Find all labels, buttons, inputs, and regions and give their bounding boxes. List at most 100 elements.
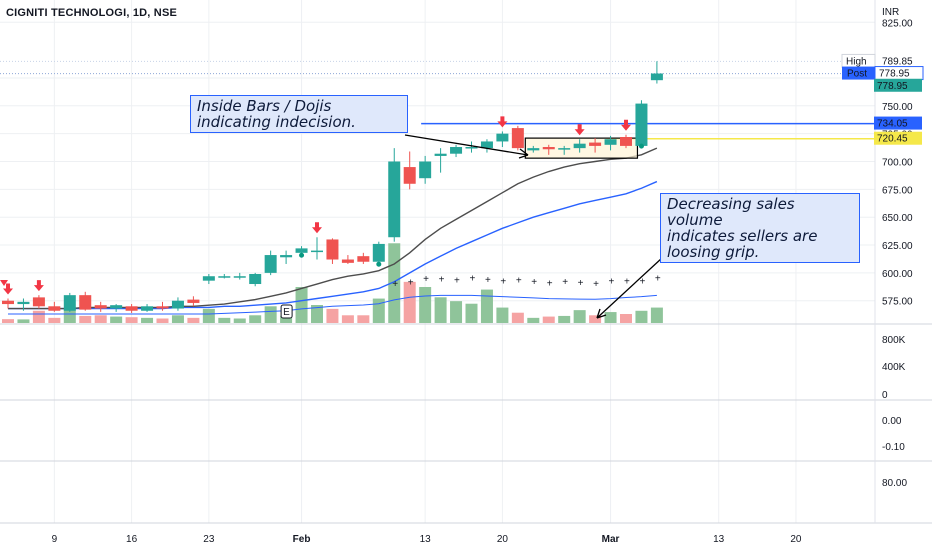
candle-body[interactable] [156,306,169,309]
last-price-tag-bg [874,78,922,92]
candle-body[interactable] [573,143,586,149]
volume-bar [110,316,123,323]
candle-body[interactable] [110,305,123,309]
volume-tick-label: 400K [882,362,906,373]
sell-signal-arrow-icon [33,280,44,292]
buy-signal-dot-icon [376,261,382,267]
candle-body[interactable] [650,73,663,81]
sell-signal-arrow-icon [497,116,508,128]
candle-body[interactable] [434,153,447,156]
volume-signal-marker: + [439,274,445,285]
volume-signal-marker: + [624,277,630,288]
volume-signal-marker: + [516,275,522,286]
volume-signal-marker: + [485,275,491,286]
price-tick-label: 825.00 [882,18,913,29]
candle-body[interactable] [465,147,478,149]
volume-bar [527,317,540,323]
post-value: 778.95 [879,69,910,80]
candle-body[interactable] [2,300,14,305]
candle-body[interactable] [171,300,184,309]
yellow-level-tag-bg [874,131,922,145]
time-tick-label: Feb [293,534,311,545]
candle-body[interactable] [48,306,61,311]
oscillator-tick-label: 80.00 [882,478,907,489]
post-label-box [842,66,875,80]
buy-signal-dot-icon [638,143,644,149]
candle-body[interactable] [388,161,401,238]
volume-signal-marker: + [408,277,414,288]
volume-bar [589,315,602,323]
volume-bar [63,308,76,323]
volume-bar [264,306,277,323]
price-tick-label: 650.00 [882,213,913,224]
yellow-level-tag: 720.45 [877,134,908,145]
time-tick-label: 13 [420,534,432,545]
candle-body[interactable] [280,255,293,258]
volume-bar [187,317,200,323]
volume-bar [635,310,648,323]
candle-body[interactable] [604,139,617,145]
candle-body[interactable] [32,297,45,307]
sell-signal-arrow-icon [312,222,322,234]
candle-body[interactable] [357,256,370,262]
annotation-indecision-line1: Inside Bars / Dojis [197,97,332,115]
candle-body[interactable] [480,141,493,149]
volume-bar [171,315,184,323]
candle-body[interactable] [63,295,76,311]
candle-body[interactable] [620,136,632,146]
candle-body[interactable] [94,305,107,309]
volume-bar [156,318,169,323]
candle-body[interactable] [589,142,602,146]
candle-body[interactable] [558,148,571,150]
blue-level-tag: 734.05 [877,119,908,130]
candle-body[interactable] [496,133,509,142]
candle-body[interactable] [311,250,323,253]
candle-body[interactable] [79,295,92,310]
volume-bar [542,316,555,323]
candle-body[interactable] [403,167,416,184]
candle-body[interactable] [511,128,524,149]
candle-body[interactable] [141,306,154,311]
price-tick-label: 750.00 [882,102,913,113]
volume-bar [280,315,293,323]
annotation-indecision[interactable]: Inside Bars / Dojis indicating indecisio… [190,95,408,133]
candle-body[interactable] [249,273,262,285]
volume-bar [94,315,107,323]
time-tick-label: 20 [790,534,802,545]
volume-bar [620,314,632,323]
candle-body[interactable] [264,255,277,273]
candle-body[interactable] [202,276,215,281]
currency-label: INR [882,7,899,18]
candle-body[interactable] [372,243,385,262]
volume-signal-marker: + [392,279,398,290]
candle-body[interactable] [419,161,432,179]
volume-bar [32,310,45,323]
candle-body[interactable] [218,276,231,278]
high-value: 789.85 [882,56,913,67]
candle-body[interactable] [450,147,463,154]
candle-body[interactable] [187,299,200,303]
earnings-marker-icon[interactable] [280,304,293,319]
candle-body[interactable] [295,248,308,253]
volume-signal-marker: + [423,274,429,285]
volume-bar [511,312,524,323]
volume-signal-marker: + [578,278,584,289]
price-tick-label: 625.00 [882,241,913,252]
volume-ma-line [8,294,657,315]
candle-body[interactable] [635,103,648,146]
candle-body[interactable] [542,147,555,150]
candle-body[interactable] [125,306,138,311]
candle-body[interactable] [527,148,540,151]
oscillator-tick-label: 0.00 [882,416,902,427]
volume-bar [357,315,370,323]
time-tick-label: 9 [52,534,58,545]
candle-body[interactable] [326,239,339,260]
annotation-volume[interactable]: Decreasing sales volume indicates seller… [660,193,860,263]
post-label: Post [847,69,867,80]
candle-body[interactable] [233,276,246,278]
volume-signal-marker: + [470,273,476,284]
last-price-tag: 778.95 [877,81,908,92]
candle-body[interactable] [17,301,30,305]
candle-body[interactable] [341,259,354,263]
